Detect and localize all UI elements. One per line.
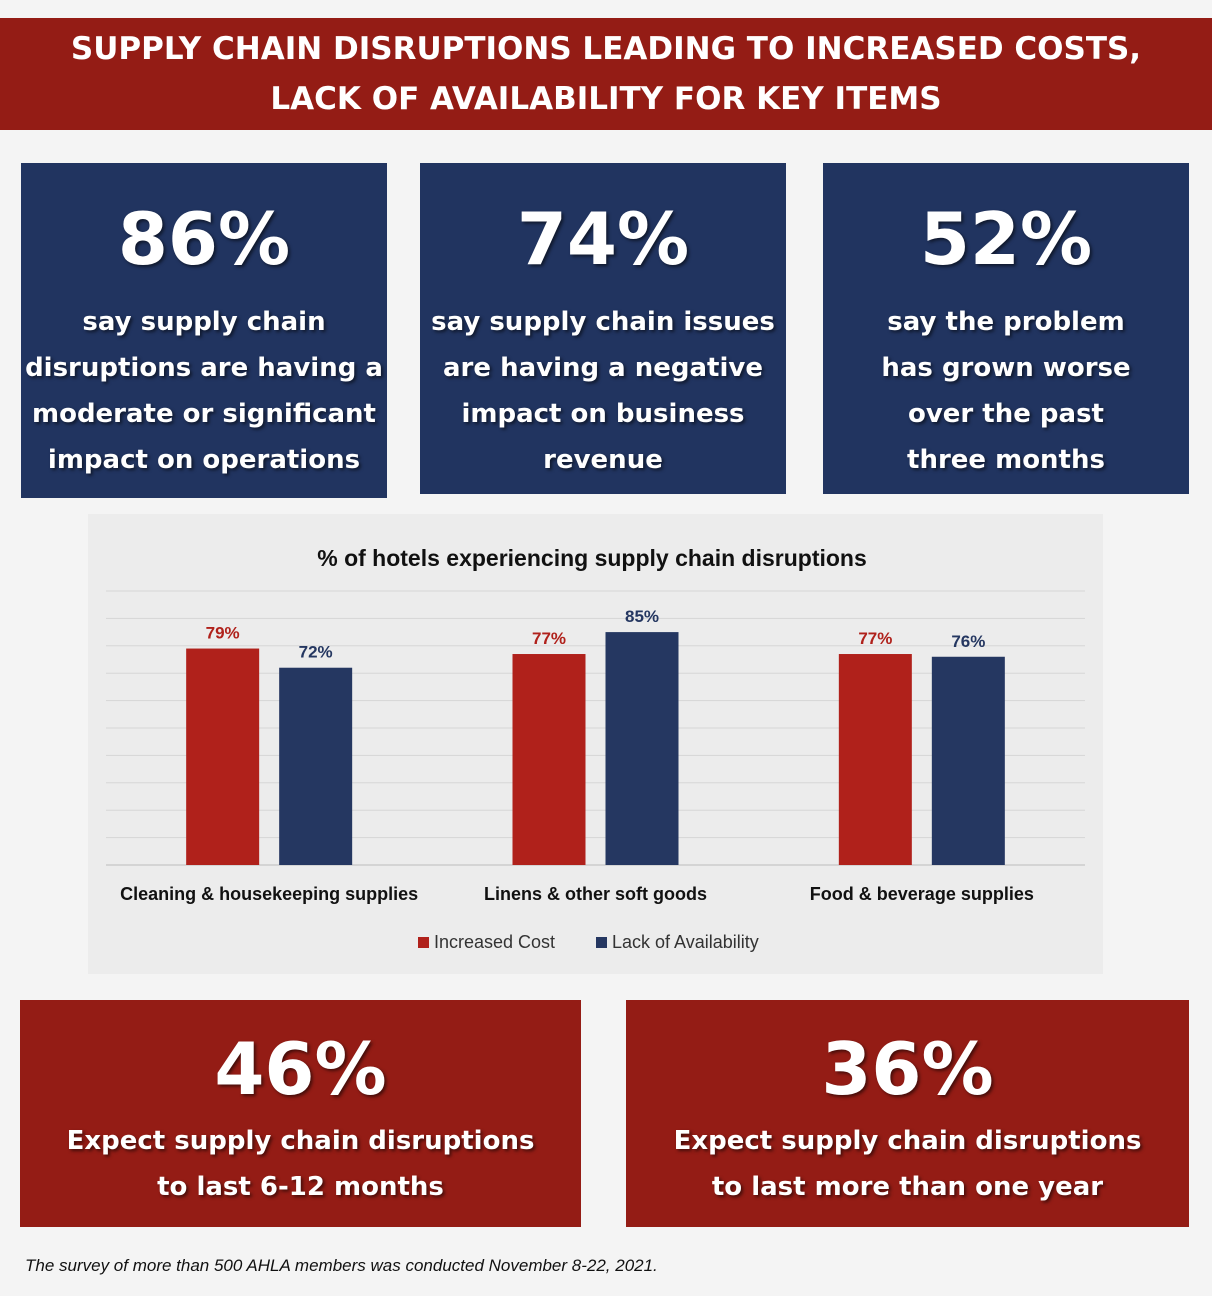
stat-description: say the problem has grown worse over the… [881,307,1131,475]
banner-title-line2: LACK OF AVAILABILITY FOR KEY ITEMS [270,81,942,117]
category-label: Cleaning & housekeeping supplies [120,884,418,904]
stat-card-6-12-months: 46% Expect supply chain disruptions to l… [20,1000,581,1227]
stat-value: 52% [919,197,1093,281]
data-label: 76% [951,632,985,651]
category-label: Linens & other soft goods [484,884,707,904]
stat-value: 36% [821,1027,994,1111]
stat-description: Expect supply chain disruptions to last … [673,1126,1142,1202]
legend-lack-of-availability-swatch [596,937,607,948]
stat-value: 46% [214,1027,387,1111]
data-label: 77% [858,629,892,648]
stat-description: say supply chain disruptions are having … [25,307,383,475]
data-label: 85% [625,607,659,626]
bar-increased-cost [186,648,260,865]
legend-lack-of-availability-label: Lack of Availability [612,932,759,952]
stat-card-operations: 86% say supply chain disruptions are hav… [21,163,387,498]
data-label: 72% [299,643,333,662]
bar-lack-of-availability [605,632,679,865]
banner-title-line1: SUPPLY CHAIN DISRUPTIONS LEADING TO INCR… [70,31,1142,67]
category-label: Food & beverage supplies [810,884,1034,904]
stat-card-over-one-year: 36% Expect supply chain disruptions to l… [626,1000,1189,1227]
header-banner: SUPPLY CHAIN DISRUPTIONS LEADING TO INCR… [0,18,1212,130]
stat-description: Expect supply chain disruptions to last … [66,1126,535,1202]
footnote: The survey of more than 500 AHLA members… [25,1256,658,1275]
legend-increased-cost-label: Increased Cost [434,932,555,952]
legend-increased-cost-swatch [418,937,429,948]
stat-description: say supply chain issues are having a neg… [431,307,775,475]
chart-panel: % of hotels experiencing supply chain di… [88,514,1103,974]
data-label: 79% [206,624,240,643]
stat-card-revenue: 74% say supply chain issues are having a… [420,163,786,494]
bar-lack-of-availability [931,656,1005,865]
bar-increased-cost [512,654,586,865]
stat-card-worse: 52% say the problem has grown worse over… [823,163,1189,494]
chart-title: % of hotels experiencing supply chain di… [317,545,867,571]
stat-value: 74% [516,197,690,281]
bar-lack-of-availability [279,667,353,865]
bar-increased-cost [838,654,912,865]
bar-chart: % of hotels experiencing supply chain di… [106,545,1085,952]
stat-value: 86% [117,197,291,281]
data-label: 77% [532,629,566,648]
